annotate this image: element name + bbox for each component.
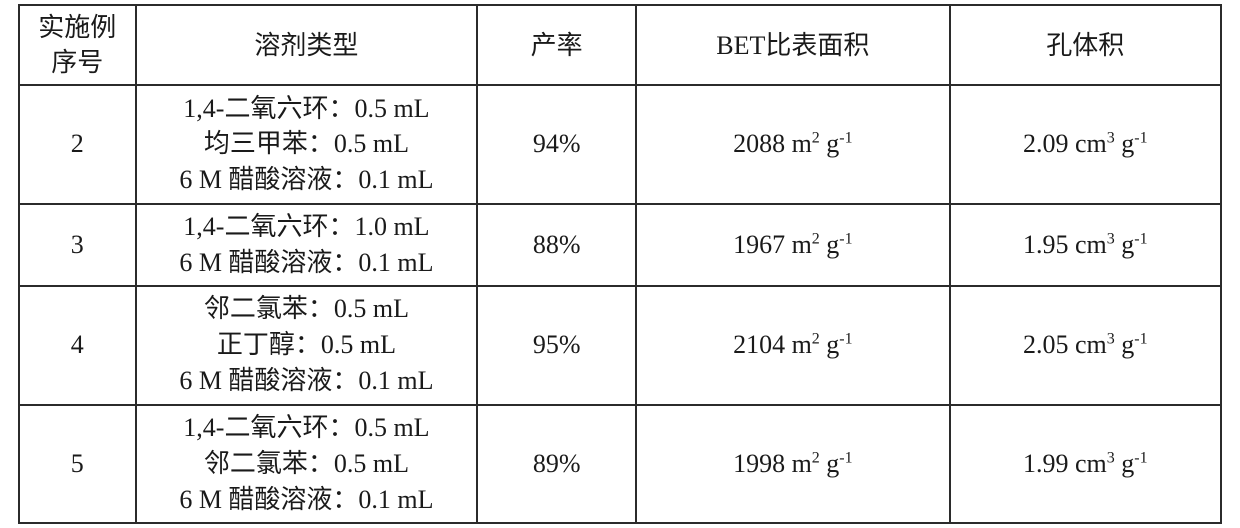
cell-pore: 1.95 cm3 g-1	[950, 204, 1221, 286]
col-header-bet: BET比表面积	[636, 5, 950, 85]
table-row: 51,4-二氧六环：0.5 mL邻二氯苯：0.5 mL6 M 醋酸溶液：0.1 …	[19, 405, 1221, 524]
solvent-line: 1,4-二氧六环：0.5 mL	[137, 91, 477, 127]
col-header-solvent: 溶剂类型	[136, 5, 478, 85]
col-header-yield: 产率	[477, 5, 636, 85]
cell-yield: 89%	[477, 405, 636, 524]
cell-id: 5	[19, 405, 136, 524]
cell-pore: 2.09 cm3 g-1	[950, 85, 1221, 203]
solvent-line: 1,4-二氧六环：1.0 mL	[137, 209, 477, 245]
col-header-id: 实施例 序号	[19, 5, 136, 85]
solvent-line: 均三甲苯：0.5 mL	[137, 126, 477, 162]
cell-bet: 2104 m2 g-1	[636, 286, 950, 404]
cell-solvent: 1,4-二氧六环：0.5 mL邻二氯苯：0.5 mL6 M 醋酸溶液：0.1 m…	[136, 405, 478, 524]
solvent-line: 6 M 醋酸溶液：0.1 mL	[137, 482, 477, 518]
col-header-pore: 孔体积	[950, 5, 1221, 85]
solvent-line: 邻二氯苯：0.5 mL	[137, 446, 477, 482]
solvent-line: 6 M 醋酸溶液：0.1 mL	[137, 363, 477, 399]
solvent-line: 6 M 醋酸溶液：0.1 mL	[137, 245, 477, 281]
cell-bet: 2088 m2 g-1	[636, 85, 950, 203]
table-row: 4邻二氯苯：0.5 mL正丁醇：0.5 mL6 M 醋酸溶液：0.1 mL95%…	[19, 286, 1221, 404]
cell-solvent: 邻二氯苯：0.5 mL正丁醇：0.5 mL6 M 醋酸溶液：0.1 mL	[136, 286, 478, 404]
solvent-line: 正丁醇：0.5 mL	[137, 327, 477, 363]
table-row: 21,4-二氧六环：0.5 mL均三甲苯：0.5 mL6 M 醋酸溶液：0.1 …	[19, 85, 1221, 203]
solvent-line: 1,4-二氧六环：0.5 mL	[137, 410, 477, 446]
cell-id: 2	[19, 85, 136, 203]
cell-id: 3	[19, 204, 136, 286]
cell-yield: 94%	[477, 85, 636, 203]
cell-yield: 95%	[477, 286, 636, 404]
cell-solvent: 1,4-二氧六环：0.5 mL均三甲苯：0.5 mL6 M 醋酸溶液：0.1 m…	[136, 85, 478, 203]
cell-id: 4	[19, 286, 136, 404]
table-container: 实施例 序号 溶剂类型 产率 BET比表面积 孔体积 21,4-二氧六环：0.5	[0, 0, 1240, 528]
cell-pore: 1.99 cm3 g-1	[950, 405, 1221, 524]
solvent-line: 6 M 醋酸溶液：0.1 mL	[137, 162, 477, 198]
cell-bet: 1998 m2 g-1	[636, 405, 950, 524]
table-row: 31,4-二氧六环：1.0 mL6 M 醋酸溶液：0.1 mL88%1967 m…	[19, 204, 1221, 286]
col-header-id-line1: 实施例	[38, 13, 116, 42]
col-header-id-line2: 序号	[51, 48, 103, 77]
cell-yield: 88%	[477, 204, 636, 286]
cell-pore: 2.05 cm3 g-1	[950, 286, 1221, 404]
cell-solvent: 1,4-二氧六环：1.0 mL6 M 醋酸溶液：0.1 mL	[136, 204, 478, 286]
cell-bet: 1967 m2 g-1	[636, 204, 950, 286]
solvent-line: 邻二氯苯：0.5 mL	[137, 291, 477, 327]
header-row: 实施例 序号 溶剂类型 产率 BET比表面积 孔体积	[19, 5, 1221, 85]
data-table: 实施例 序号 溶剂类型 产率 BET比表面积 孔体积 21,4-二氧六环：0.5	[18, 4, 1222, 524]
table-body: 21,4-二氧六环：0.5 mL均三甲苯：0.5 mL6 M 醋酸溶液：0.1 …	[19, 85, 1221, 523]
